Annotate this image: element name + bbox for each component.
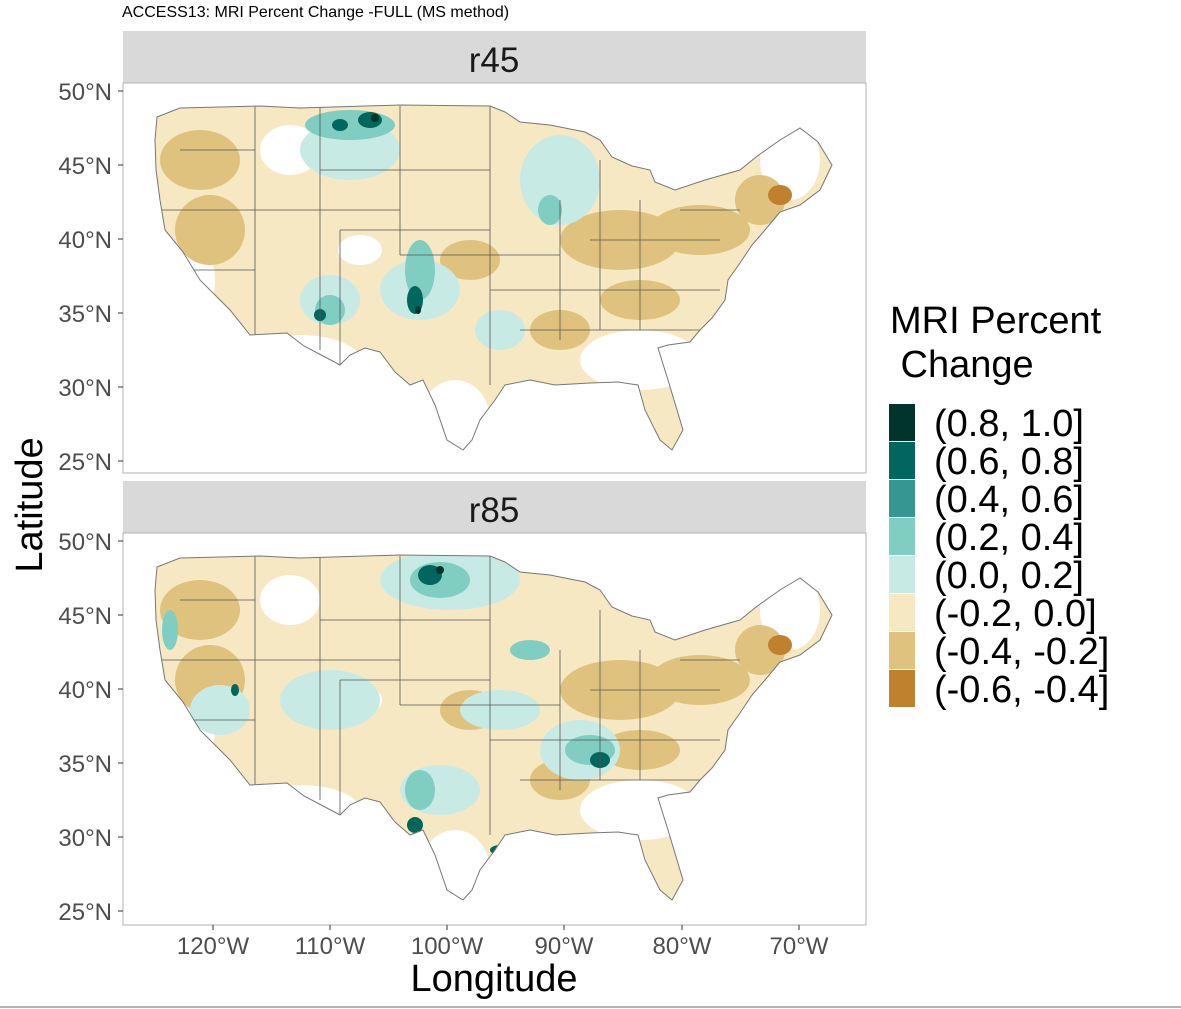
legend-label: (-0.6, -0.4]	[934, 669, 1109, 711]
legend-title-line1: MRI Percent	[890, 300, 1102, 342]
legend-swatch	[889, 480, 915, 517]
legend-label: (-0.2, 0.0]	[934, 593, 1097, 635]
y-tick-label: 35°N	[58, 751, 112, 778]
x-tick-label: 100°W	[411, 933, 484, 960]
y-tick-label: 40°N	[58, 677, 112, 704]
x-tick-label: 70°W	[770, 933, 829, 960]
panel-r85: r85	[122, 481, 867, 926]
x-tick-label: 80°W	[653, 933, 712, 960]
panel-r45: r45	[122, 31, 867, 474]
legend-title-line2: Change	[890, 344, 1034, 386]
strip-label-r45: r45	[469, 41, 520, 80]
y-tick-label: 50°N	[58, 79, 112, 106]
strip-r85	[123, 481, 866, 533]
y-tick-label: 35°N	[58, 301, 112, 328]
legend-swatch	[889, 556, 915, 593]
y-tick-label: 45°N	[58, 603, 112, 630]
legend-swatch	[889, 632, 915, 669]
legend-label: (0.8, 1.0]	[934, 403, 1084, 445]
figure-title: ACCESS13: MRI Percent Change -FULL (MS m…	[122, 4, 510, 21]
x-axis-title: Longitude	[411, 958, 578, 1000]
y-tick-label: 45°N	[58, 153, 112, 180]
legend-label: (0.4, 0.6]	[934, 479, 1084, 521]
legend-swatch	[889, 442, 915, 479]
strip-label-r85: r85	[469, 491, 520, 530]
y-tick-label: 40°N	[58, 227, 112, 254]
y-axis-r85: 50°N 45°N 40°N 35°N 30°N 25°N	[58, 529, 123, 926]
legend-label: (0.2, 0.4]	[934, 517, 1084, 559]
y-axis-title: Latitude	[9, 437, 51, 572]
y-tick-label: 50°N	[58, 529, 112, 556]
legend-items: (0.8, 1.0](0.6, 0.8](0.4, 0.6](0.2, 0.4]…	[889, 403, 1109, 711]
y-tick-label: 25°N	[58, 449, 112, 476]
legend-swatch	[889, 404, 915, 441]
legend-swatch	[889, 594, 915, 631]
legend: MRI Percent Change (0.8, 1.0](0.6, 0.8](…	[889, 300, 1109, 711]
strip-r45	[123, 31, 866, 83]
legend-label: (-0.4, -0.2]	[934, 631, 1109, 673]
x-tick-label: 120°W	[177, 933, 250, 960]
y-tick-label: 30°N	[58, 825, 112, 852]
y-tick-label: 25°N	[58, 899, 112, 926]
x-tick-label: 110°W	[295, 933, 366, 960]
legend-swatch	[889, 670, 915, 707]
x-tick-label: 90°W	[535, 933, 594, 960]
y-axis-r45: 50°N 45°N 40°N 35°N 30°N 25°N	[58, 79, 123, 476]
legend-label: (0.6, 0.8]	[934, 441, 1084, 483]
legend-swatch	[889, 518, 915, 555]
legend-label: (0.0, 0.2]	[934, 555, 1084, 597]
y-tick-label: 30°N	[58, 375, 112, 402]
x-axis: 120°W 110°W 100°W 90°W 80°W 70°W	[177, 925, 829, 960]
